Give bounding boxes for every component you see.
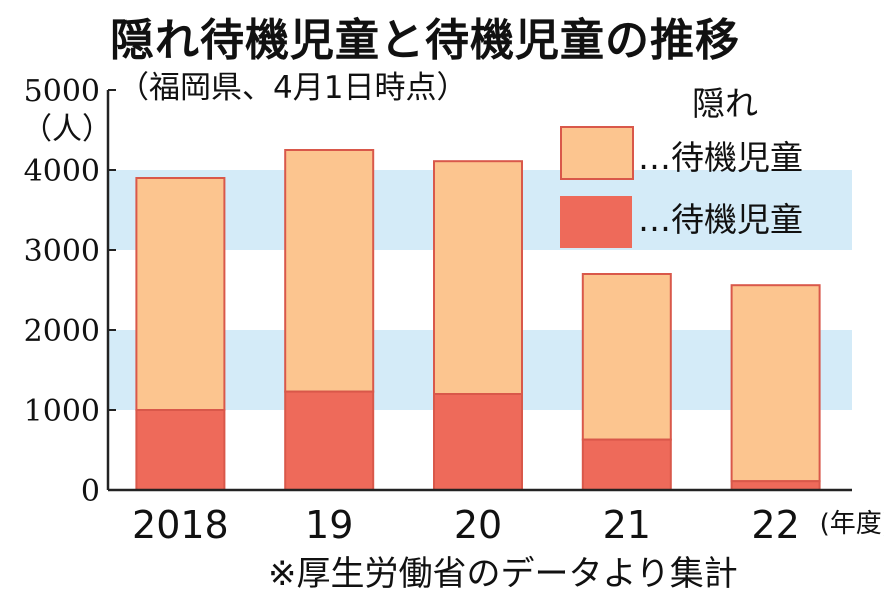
x-axis-suffix: (年度) [820, 509, 884, 539]
source-note: ※厚生労働省のデータより集計 [268, 554, 738, 594]
bar-waiting-19 [284, 390, 375, 492]
x-tick-label: 21 [603, 503, 651, 547]
x-tick-label: 20 [454, 503, 502, 547]
x-tick-label: 2018 [132, 503, 229, 547]
y-tick-label: 1000 [24, 394, 100, 429]
chart-title: 隠れ待機児童と待機児童の推移 [110, 15, 740, 66]
bar-hidden-22 [730, 284, 821, 483]
bar-waiting-2018 [135, 409, 226, 491]
legend-label-hidden-line2: …待機児童 [638, 138, 803, 177]
legend-swatch-hidden [560, 126, 634, 180]
y-tick-label: 5000 [24, 74, 100, 109]
chart-subtitle: （福岡県、4月1日時点） [118, 70, 468, 106]
legend-swatch-waiting [560, 196, 632, 248]
bar-waiting-22 [730, 480, 821, 492]
y-tick-label: 4000 [24, 154, 100, 189]
legend-label-hidden-line1: 隠れ [692, 84, 758, 123]
y-tick-label: 0 [81, 474, 100, 509]
y-tick-label: 2000 [24, 314, 100, 349]
bar-waiting-20 [433, 393, 523, 491]
bar-waiting-21 [581, 438, 672, 492]
x-tick-label: 22 [751, 503, 799, 547]
bar-hidden-20 [433, 160, 523, 395]
y-tick-label: 3000 [24, 234, 100, 269]
bar-hidden-2018 [135, 177, 226, 411]
x-tick-label: 19 [305, 503, 353, 547]
bar-hidden-21 [581, 273, 672, 441]
y-axis-unit: （人） [22, 112, 112, 147]
legend-label-waiting: …待機児童 [638, 200, 803, 239]
bar-hidden-19 [284, 149, 375, 393]
